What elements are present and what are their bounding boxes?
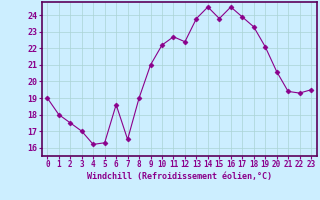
X-axis label: Windchill (Refroidissement éolien,°C): Windchill (Refroidissement éolien,°C) [87, 172, 272, 181]
